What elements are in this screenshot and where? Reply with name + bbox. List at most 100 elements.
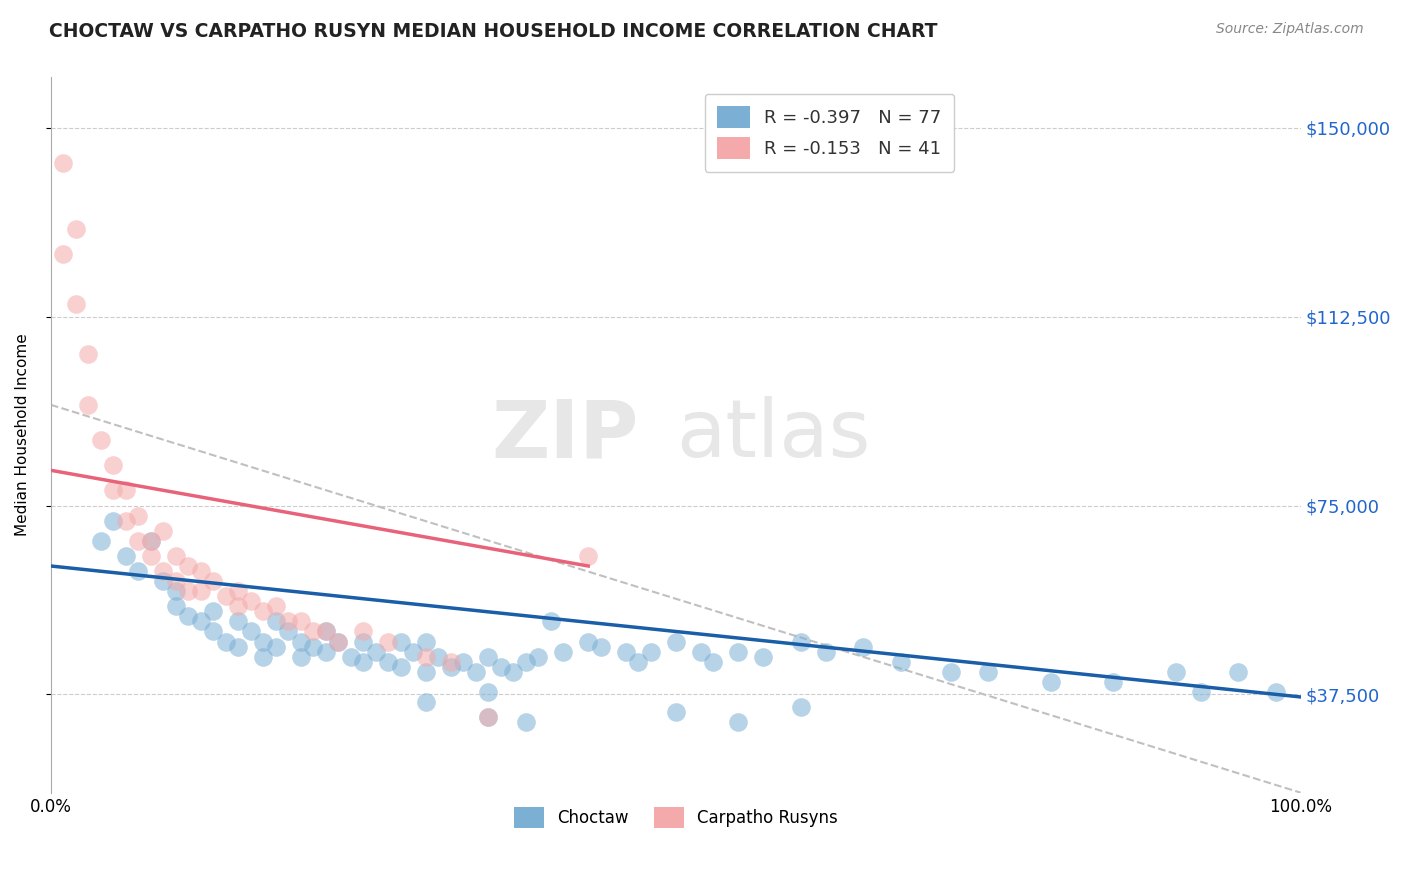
Point	[165, 599, 187, 614]
Point	[1189, 685, 1212, 699]
Point	[402, 645, 425, 659]
Point	[415, 665, 437, 679]
Point	[339, 649, 361, 664]
Point	[352, 655, 374, 669]
Point	[614, 645, 637, 659]
Point	[252, 634, 274, 648]
Point	[364, 645, 387, 659]
Point	[103, 514, 125, 528]
Point	[515, 655, 537, 669]
Point	[152, 524, 174, 538]
Point	[264, 599, 287, 614]
Point	[451, 655, 474, 669]
Point	[65, 297, 87, 311]
Point	[277, 624, 299, 639]
Point	[1039, 674, 1062, 689]
Point	[527, 649, 550, 664]
Point	[152, 574, 174, 588]
Point	[315, 624, 337, 639]
Point	[65, 221, 87, 235]
Point	[665, 634, 688, 648]
Point	[103, 483, 125, 498]
Point	[576, 549, 599, 563]
Point	[190, 615, 212, 629]
Legend: Choctaw, Carpatho Rusyns: Choctaw, Carpatho Rusyns	[508, 801, 845, 834]
Point	[477, 710, 499, 724]
Point	[377, 655, 399, 669]
Point	[177, 609, 200, 624]
Point	[328, 634, 350, 648]
Point	[627, 655, 650, 669]
Point	[152, 564, 174, 578]
Point	[226, 615, 249, 629]
Point	[315, 624, 337, 639]
Point	[315, 645, 337, 659]
Point	[114, 549, 136, 563]
Text: atlas: atlas	[676, 396, 870, 474]
Point	[226, 640, 249, 654]
Point	[689, 645, 711, 659]
Point	[139, 533, 162, 548]
Point	[1227, 665, 1250, 679]
Point	[415, 634, 437, 648]
Point	[239, 624, 262, 639]
Point	[415, 695, 437, 709]
Point	[139, 533, 162, 548]
Point	[302, 640, 325, 654]
Point	[177, 584, 200, 599]
Point	[814, 645, 837, 659]
Point	[290, 615, 312, 629]
Point	[226, 584, 249, 599]
Text: Source: ZipAtlas.com: Source: ZipAtlas.com	[1216, 22, 1364, 37]
Point	[789, 634, 811, 648]
Point	[165, 584, 187, 599]
Point	[202, 624, 225, 639]
Point	[665, 705, 688, 719]
Point	[427, 649, 450, 664]
Point	[90, 533, 112, 548]
Point	[415, 649, 437, 664]
Point	[127, 564, 149, 578]
Point	[165, 549, 187, 563]
Point	[752, 649, 775, 664]
Point	[727, 645, 749, 659]
Point	[727, 715, 749, 730]
Text: CHOCTAW VS CARPATHO RUSYN MEDIAN HOUSEHOLD INCOME CORRELATION CHART: CHOCTAW VS CARPATHO RUSYN MEDIAN HOUSEHO…	[49, 22, 938, 41]
Point	[252, 604, 274, 618]
Point	[477, 685, 499, 699]
Point	[239, 594, 262, 608]
Point	[290, 634, 312, 648]
Point	[576, 634, 599, 648]
Point	[540, 615, 562, 629]
Point	[202, 574, 225, 588]
Point	[77, 398, 100, 412]
Point	[515, 715, 537, 730]
Point	[215, 589, 238, 603]
Point	[377, 634, 399, 648]
Point	[502, 665, 524, 679]
Point	[127, 508, 149, 523]
Point	[77, 347, 100, 361]
Point	[103, 458, 125, 473]
Point	[190, 584, 212, 599]
Point	[477, 710, 499, 724]
Point	[702, 655, 724, 669]
Point	[90, 433, 112, 447]
Point	[852, 640, 875, 654]
Point	[226, 599, 249, 614]
Point	[1264, 685, 1286, 699]
Point	[127, 533, 149, 548]
Text: ZIP: ZIP	[491, 396, 638, 474]
Point	[202, 604, 225, 618]
Point	[215, 634, 238, 648]
Point	[114, 514, 136, 528]
Point	[52, 156, 75, 170]
Point	[477, 649, 499, 664]
Point	[389, 634, 412, 648]
Point	[977, 665, 1000, 679]
Point	[277, 615, 299, 629]
Point	[252, 649, 274, 664]
Point	[352, 624, 374, 639]
Point	[464, 665, 486, 679]
Point	[264, 615, 287, 629]
